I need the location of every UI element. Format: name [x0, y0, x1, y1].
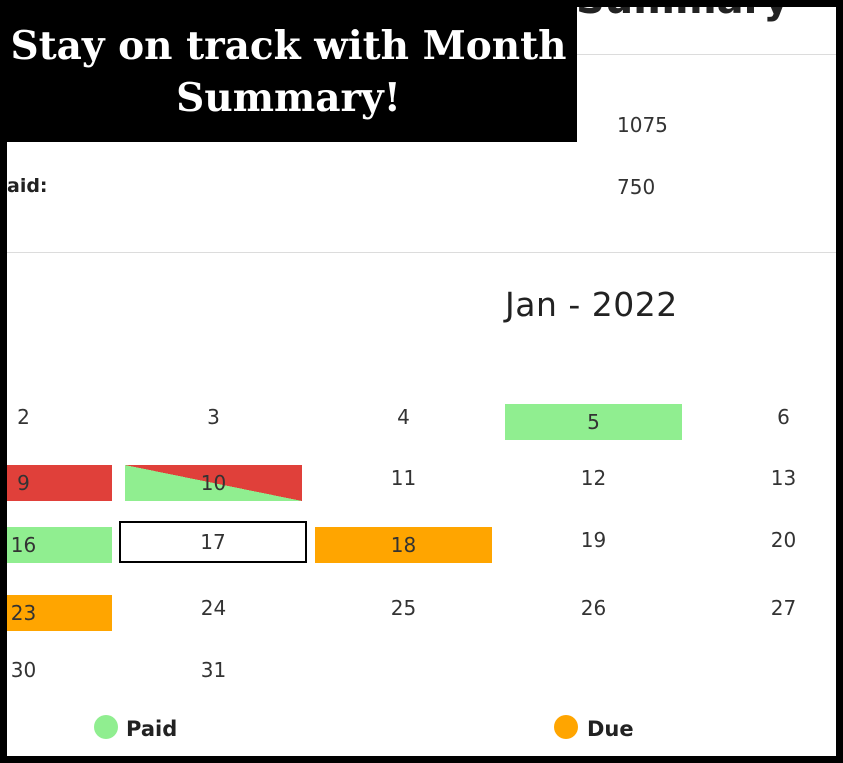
- paid-legend-dot-icon: [94, 715, 118, 739]
- calendar-day-6[interactable]: 6: [777, 405, 790, 429]
- calendar-day-12[interactable]: 12: [580, 466, 607, 490]
- promo-banner: Stay on track with Month Summary!: [0, 0, 577, 142]
- calendar-day-11[interactable]: 11: [390, 466, 417, 490]
- calendar-day-5-paid[interactable]: 5: [505, 404, 682, 440]
- calendar-day-16-paid[interactable]: 16: [7, 527, 112, 563]
- calendar-day-31[interactable]: 31: [200, 658, 227, 682]
- banner-line-1: Stay on track with Month: [10, 23, 567, 69]
- calendar-day-23-due[interactable]: 23: [7, 595, 112, 631]
- summary-divider-bottom: [7, 252, 836, 253]
- calendar-day-17-selected[interactable]: 17: [119, 521, 307, 563]
- calendar-day-4[interactable]: 4: [397, 405, 410, 429]
- summary-title: Summary: [576, 7, 789, 23]
- calendar-day-9-overdue[interactable]: 9: [7, 465, 112, 501]
- banner-line-2: Summary!: [176, 75, 401, 121]
- calendar-day-26[interactable]: 26: [580, 596, 607, 620]
- calendar-day-25[interactable]: 25: [390, 596, 417, 620]
- calendar-day-13[interactable]: 13: [770, 466, 797, 490]
- calendar-day-18-due[interactable]: 18: [315, 527, 492, 563]
- paid-legend-label: Paid: [126, 717, 178, 741]
- calendar-day-2[interactable]: 2: [17, 405, 30, 429]
- paid-amount-value: 750: [617, 175, 656, 199]
- due-legend-label: Due: [587, 717, 634, 741]
- calendar-day-10-partial[interactable]: 10: [125, 465, 302, 501]
- due-legend-dot-icon: [554, 715, 578, 739]
- total-amount-value: 1075: [617, 113, 668, 137]
- calendar-day-30[interactable]: 30: [10, 658, 37, 682]
- paid-amount-label: aid:: [7, 175, 48, 197]
- calendar-day-19[interactable]: 19: [580, 528, 607, 552]
- calendar-day-3[interactable]: 3: [207, 405, 220, 429]
- calendar-month-title: Jan - 2022: [505, 285, 678, 324]
- calendar-day-24[interactable]: 24: [200, 596, 227, 620]
- calendar-day-20[interactable]: 20: [770, 528, 797, 552]
- calendar-day-27[interactable]: 27: [770, 596, 797, 620]
